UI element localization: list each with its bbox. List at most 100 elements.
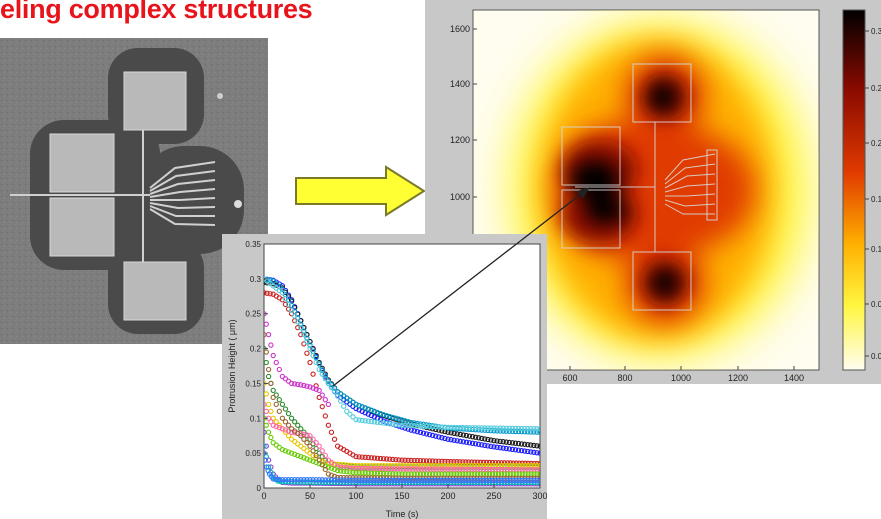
data-point xyxy=(394,466,401,472)
data-point xyxy=(377,466,383,472)
plot-x-tick-label: 50 xyxy=(305,491,315,501)
data-point xyxy=(417,423,424,429)
data-point xyxy=(448,466,454,472)
data-point xyxy=(399,417,405,423)
data-point xyxy=(359,417,365,424)
data-point xyxy=(528,477,534,483)
data-point xyxy=(391,466,398,472)
data-point xyxy=(516,477,522,483)
data-point xyxy=(301,382,307,389)
data-point xyxy=(494,444,500,450)
data-point xyxy=(298,318,304,324)
data-point xyxy=(472,434,479,440)
data-point xyxy=(534,426,540,432)
data-point xyxy=(264,290,270,296)
data-point xyxy=(304,338,310,345)
data-point xyxy=(298,476,304,483)
data-point xyxy=(347,475,353,481)
data-point xyxy=(494,425,500,431)
plot-y-tick-label: 0.3 xyxy=(250,275,262,284)
data-point xyxy=(331,436,338,442)
data-point xyxy=(445,466,451,472)
data-point xyxy=(350,475,356,481)
data-point xyxy=(492,477,499,483)
data-point xyxy=(418,466,424,472)
data-point xyxy=(420,458,427,464)
data-point xyxy=(338,464,344,470)
data-point xyxy=(276,424,282,431)
data-point xyxy=(295,381,301,388)
data-point xyxy=(479,425,485,431)
data-point xyxy=(341,462,347,468)
data-point xyxy=(273,423,279,430)
data-point xyxy=(313,352,319,359)
data-point xyxy=(402,422,408,429)
data-point xyxy=(304,331,310,338)
data-point xyxy=(356,470,362,476)
data-point xyxy=(356,454,362,460)
data-point xyxy=(472,459,478,465)
data-point xyxy=(365,470,371,476)
data-point xyxy=(414,428,420,435)
data-point xyxy=(365,406,371,412)
data-series xyxy=(264,401,540,473)
data-point xyxy=(405,422,411,429)
data-point xyxy=(384,413,390,419)
data-point xyxy=(288,380,295,387)
data-point xyxy=(276,366,282,373)
data-point xyxy=(515,440,522,447)
data-point xyxy=(310,477,316,483)
data-point xyxy=(537,477,540,483)
data-point xyxy=(325,378,332,384)
data-point xyxy=(506,439,512,446)
data-point xyxy=(268,419,274,425)
data-point xyxy=(421,466,427,472)
data-point xyxy=(384,456,390,462)
data-point xyxy=(285,301,292,308)
data-point xyxy=(307,436,313,442)
data-point xyxy=(347,469,353,475)
data-point xyxy=(380,466,386,472)
data-point xyxy=(423,431,430,437)
data-point xyxy=(504,477,511,483)
data-point xyxy=(264,422,269,428)
data-point xyxy=(397,466,404,472)
data-point xyxy=(469,434,476,440)
data-point xyxy=(276,397,282,403)
data-point xyxy=(310,458,316,464)
data-point xyxy=(319,404,325,410)
data-point xyxy=(442,466,448,472)
slide-title: eling complex structures xyxy=(0,0,313,24)
data-point xyxy=(497,428,503,434)
data-point xyxy=(439,424,445,430)
data-point xyxy=(442,463,448,469)
data-point xyxy=(534,429,540,435)
data-point xyxy=(316,457,322,463)
data-point xyxy=(322,463,328,469)
y-axis-label: Protrusion Height ( μm) xyxy=(227,319,237,412)
data-point xyxy=(295,452,301,459)
data-point xyxy=(513,477,519,483)
data-point xyxy=(451,437,457,443)
data-point xyxy=(500,425,506,431)
data-point xyxy=(454,438,460,444)
data-point xyxy=(531,449,537,455)
data-point xyxy=(288,415,295,421)
block-arrow xyxy=(295,165,426,217)
data-point xyxy=(439,435,445,441)
data-point xyxy=(485,425,491,431)
data-point xyxy=(362,405,368,411)
data-point xyxy=(497,445,503,451)
data-point xyxy=(319,392,325,398)
data-point xyxy=(472,441,479,447)
data-point xyxy=(488,427,494,434)
data-point xyxy=(341,468,347,474)
data-point xyxy=(503,425,509,431)
data-point xyxy=(350,477,356,483)
data-point xyxy=(402,457,408,463)
data-point xyxy=(307,342,313,348)
data-point xyxy=(316,460,322,467)
data-point xyxy=(295,476,301,483)
data-point xyxy=(338,461,344,468)
data-point xyxy=(264,331,267,338)
